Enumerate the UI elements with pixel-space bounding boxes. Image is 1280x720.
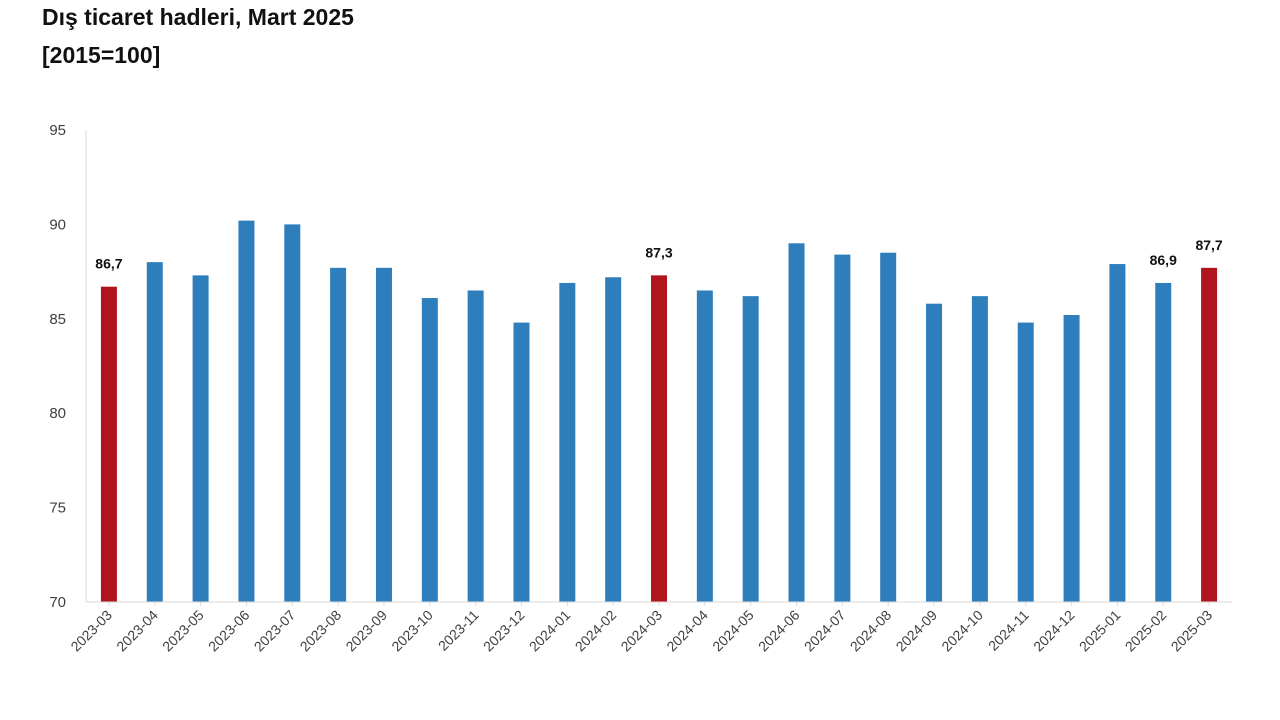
bar-2023-06 xyxy=(238,220,255,602)
x-tick-label: 2023-07 xyxy=(251,607,299,655)
y-tick-label: 85 xyxy=(49,311,66,328)
data-label-2025-02: 86,9 xyxy=(1150,252,1177,268)
bar-2023-04 xyxy=(146,262,163,602)
x-tick-label: 2024-05 xyxy=(709,607,757,655)
y-axis: 70 75 80 85 90 95 xyxy=(49,122,87,611)
x-axis: 2023-032023-042023-052023-062023-072023-… xyxy=(67,601,1232,655)
bar-2023-09 xyxy=(375,267,392,602)
x-tick-label: 2024-12 xyxy=(1030,607,1078,655)
x-tick-label: 2023-06 xyxy=(205,607,253,655)
bar-2024-01 xyxy=(559,282,576,602)
chart-title: Dış ticaret hadleri, Mart 2025 xyxy=(42,4,354,30)
bar-2024-06 xyxy=(788,243,805,602)
bar-2023-12 xyxy=(513,322,530,602)
x-tick-label: 2025-02 xyxy=(1122,607,1170,655)
x-tick-label: 2023-03 xyxy=(67,607,115,655)
bar-2023-03 xyxy=(100,286,117,602)
x-tick-label: 2023-11 xyxy=(435,607,482,654)
bar-2024-09 xyxy=(926,303,943,602)
x-tick-label: 2024-03 xyxy=(617,607,665,655)
x-tick-label: 2025-01 xyxy=(1076,607,1124,655)
bar-2024-02 xyxy=(605,277,622,602)
bar-2023-05 xyxy=(192,275,209,602)
x-tick-label: 2024-07 xyxy=(801,607,849,655)
x-tick-label: 2023-08 xyxy=(297,607,345,655)
x-tick-label: 2023-04 xyxy=(113,607,161,655)
x-tick-label: 2024-11 xyxy=(985,607,1032,654)
bar-2024-11 xyxy=(1017,322,1034,602)
x-tick-label: 2023-05 xyxy=(159,607,207,655)
data-label-2024-03: 87,3 xyxy=(645,244,672,260)
bars-group xyxy=(100,220,1218,602)
bar-2025-02 xyxy=(1155,282,1172,602)
bar-2025-03 xyxy=(1201,267,1218,602)
x-tick-label: 2024-02 xyxy=(572,607,620,655)
x-tick-label: 2024-01 xyxy=(526,607,574,655)
x-tick-label: 2024-08 xyxy=(847,607,895,655)
bar-2024-07 xyxy=(834,254,851,602)
bar-2023-11 xyxy=(467,290,484,602)
bar-2023-07 xyxy=(284,224,301,602)
x-tick-label: 2024-10 xyxy=(938,607,986,655)
bar-2024-10 xyxy=(971,296,988,602)
y-tick-label: 90 xyxy=(49,216,66,233)
bar-2023-10 xyxy=(421,298,438,602)
data-labels-group: 86,7 87,3 86,9 87,7 xyxy=(95,237,1223,272)
x-tick-label: 2025-03 xyxy=(1168,607,1216,655)
bar-2023-08 xyxy=(330,267,347,602)
bar-2024-08 xyxy=(880,252,897,602)
data-label-2025-03: 87,7 xyxy=(1195,237,1222,253)
data-label-2023-03: 86,7 xyxy=(95,256,122,272)
x-tick-label: 2023-12 xyxy=(480,607,528,655)
chart-subtitle: [2015=100] xyxy=(42,42,161,68)
x-tick-label: 2023-09 xyxy=(342,607,390,655)
bar-2024-04 xyxy=(696,290,713,602)
y-tick-label: 95 xyxy=(49,122,66,139)
y-tick-label: 80 xyxy=(49,405,66,422)
x-tick-label: 2023-10 xyxy=(388,607,436,655)
bar-2024-05 xyxy=(742,296,759,602)
x-tick-label: 2024-09 xyxy=(893,607,941,655)
y-tick-label: 70 xyxy=(49,594,66,611)
bar-2024-12 xyxy=(1063,315,1080,602)
bar-2024-03 xyxy=(651,275,667,602)
x-tick-label: 2024-04 xyxy=(663,607,711,655)
x-tick-label: 2024-06 xyxy=(755,607,803,655)
bar-2025-01 xyxy=(1109,264,1126,602)
y-tick-label: 75 xyxy=(49,500,66,517)
